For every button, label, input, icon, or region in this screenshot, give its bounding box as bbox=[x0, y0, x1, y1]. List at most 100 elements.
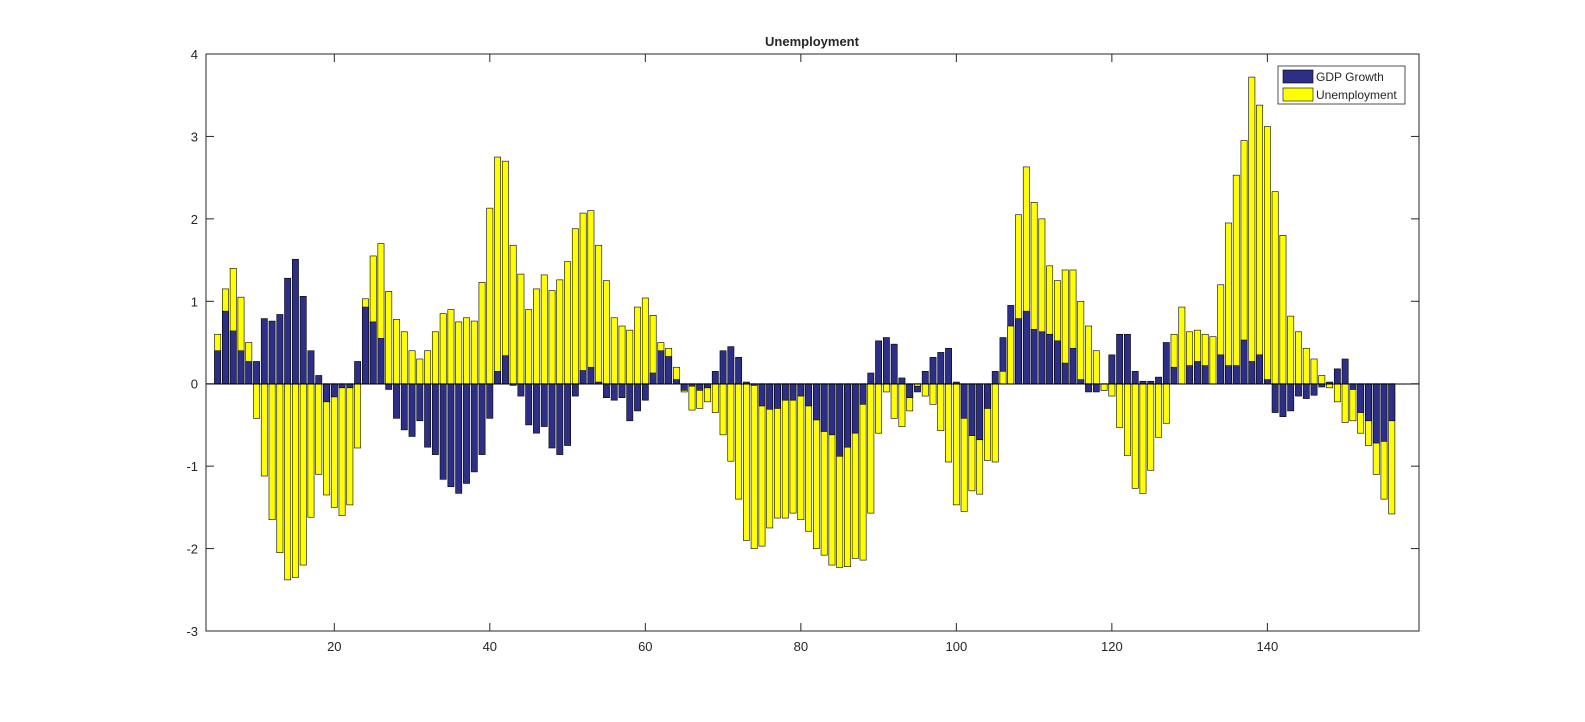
unemployment-bar-31 bbox=[455, 321, 463, 385]
unemployment-bar-36 bbox=[494, 156, 502, 385]
gdp-growth-bar-7 bbox=[268, 320, 276, 385]
gdp-growth-bar-113 bbox=[1092, 383, 1100, 393]
unemployment-bar-86 bbox=[882, 383, 890, 393]
gdp-growth-bar-141 bbox=[1310, 383, 1318, 396]
gdp-growth-bar-53 bbox=[626, 383, 634, 422]
gdp-growth-bar-120 bbox=[1147, 380, 1155, 385]
gdp-growth-bar-19 bbox=[361, 306, 369, 385]
gdp-growth-bar-100 bbox=[991, 371, 999, 385]
gdp-growth-bar-59 bbox=[673, 379, 680, 385]
x-tick-label-120: 120 bbox=[1101, 639, 1123, 654]
unemployment-bar-112 bbox=[1085, 325, 1092, 385]
gdp-growth-bar-46 bbox=[571, 383, 579, 397]
unemployment-bar-85 bbox=[875, 383, 882, 434]
unemployment-bar-67 bbox=[735, 383, 743, 500]
unemployment-bar-30 bbox=[447, 309, 455, 385]
y-tick-label-1: 1 bbox=[191, 294, 198, 309]
gdp-growth-bar-131 bbox=[1232, 365, 1240, 385]
gdp-growth-bar-117 bbox=[1124, 333, 1131, 385]
unemployment-bar-32 bbox=[463, 317, 470, 385]
gdp-growth-bar-48 bbox=[587, 366, 595, 385]
unemployment-bar-46 bbox=[571, 228, 579, 385]
gdp-growth-bar-3 bbox=[237, 350, 245, 385]
unemployment-bar-37 bbox=[501, 160, 509, 385]
unemployment-bar-121 bbox=[1155, 383, 1162, 438]
unemployment-bar-117 bbox=[1124, 383, 1131, 456]
gdp-growth-bar-88 bbox=[898, 377, 906, 385]
unemployment-bar-61 bbox=[688, 383, 696, 411]
unemployment-bar-53 bbox=[626, 329, 634, 385]
unemployment-bar-44 bbox=[556, 279, 564, 385]
gdp-growth-bar-112 bbox=[1085, 383, 1092, 393]
axes-box bbox=[205, 53, 1420, 632]
gdp-growth-bar-13 bbox=[315, 375, 323, 385]
gdp-growth-bar-140 bbox=[1302, 383, 1310, 399]
unemployment-bar-6 bbox=[260, 383, 268, 477]
gdp-growth-bar-121 bbox=[1155, 376, 1162, 385]
unemployment-bar-40 bbox=[525, 309, 533, 385]
unemployment-bar-88 bbox=[898, 383, 906, 427]
unemployment-bar-41 bbox=[533, 288, 540, 385]
unemployment-bar-128 bbox=[1209, 336, 1217, 385]
unemployment-bar-27 bbox=[424, 350, 432, 385]
gdp-growth-bar-36 bbox=[494, 371, 502, 385]
unemployment-bar-141 bbox=[1310, 358, 1318, 385]
gdp-growth-bar-72 bbox=[774, 383, 781, 409]
gdp-growth-bar-118 bbox=[1131, 371, 1139, 385]
unemployment-bar-34 bbox=[478, 282, 486, 385]
gdp-growth-bar-106 bbox=[1038, 331, 1046, 385]
gdp-growth-bar-93 bbox=[937, 352, 945, 385]
gdp-growth-bar-150 bbox=[1380, 383, 1388, 442]
gdp-growth-bar-39 bbox=[517, 383, 525, 397]
gdp-growth-bar-54 bbox=[634, 383, 641, 412]
gdp-growth-bar-66 bbox=[727, 346, 735, 385]
unemployment-bar-136 bbox=[1271, 191, 1279, 385]
unemployment-bar-26 bbox=[416, 358, 424, 385]
chart-title: Unemployment bbox=[765, 34, 860, 49]
gdp-growth-bar-147 bbox=[1357, 383, 1365, 413]
unemployment-bar-92 bbox=[929, 383, 937, 405]
unemployment-bar-74 bbox=[789, 383, 797, 514]
y-tick-label--1: -1 bbox=[186, 459, 198, 474]
gdp-growth-bar-11 bbox=[299, 296, 307, 385]
unemployment-bar-11 bbox=[299, 383, 307, 566]
gdp-growth-bar-77 bbox=[812, 383, 820, 421]
unemployment-bar-42 bbox=[540, 274, 548, 385]
plot-area bbox=[206, 54, 1419, 631]
gdp-growth-bar-135 bbox=[1263, 379, 1271, 385]
gdp-growth-bar-82 bbox=[851, 383, 859, 434]
gdp-growth-bar-108 bbox=[1054, 340, 1061, 385]
unemployment-bar-118 bbox=[1131, 383, 1139, 489]
unemployment-bar-138 bbox=[1287, 315, 1295, 385]
gdp-growth-bar-104 bbox=[1022, 310, 1030, 385]
ticks-layer: 20 40 60 80 100 120 140 -3 -2 -1 0 1 2 3 4 bbox=[186, 47, 1419, 654]
unemployment-bar-48 bbox=[587, 210, 595, 385]
unemployment-bar-139 bbox=[1295, 331, 1302, 385]
gdp-growth-bar-49 bbox=[595, 381, 603, 385]
unemployment-bar-38 bbox=[509, 244, 517, 385]
unemployment-bar-52 bbox=[618, 325, 626, 385]
gdp-growth-bar-44 bbox=[556, 383, 564, 455]
gdp-growth-bar-132 bbox=[1240, 339, 1248, 385]
unemployment-bar-134 bbox=[1256, 104, 1264, 385]
unemployment-bar-17 bbox=[346, 383, 354, 506]
y-tick-label--2: -2 bbox=[186, 542, 198, 557]
unemployment-bar-23 bbox=[393, 319, 400, 385]
gdp-growth-bar-60 bbox=[680, 383, 688, 391]
gdp-growth-bar-70 bbox=[758, 383, 766, 407]
legend-swatch-gdp-growth bbox=[1282, 69, 1314, 84]
gdp-growth-bar-34 bbox=[478, 383, 486, 455]
gdp-growth-bar-45 bbox=[564, 383, 571, 446]
unemployment-bar-39 bbox=[517, 273, 525, 385]
unemployment-bar-122 bbox=[1162, 383, 1170, 424]
gdp-growth-bar-20 bbox=[369, 321, 377, 385]
unemployment-bar-75 bbox=[797, 383, 805, 521]
unemployment-bar-8 bbox=[276, 383, 284, 553]
unemployment-bar-116 bbox=[1116, 383, 1124, 428]
unemployment-bar-13 bbox=[315, 383, 323, 475]
unemployment-bar-12 bbox=[307, 383, 315, 518]
gdp-growth-bar-111 bbox=[1077, 379, 1085, 385]
gdp-growth-bar-145 bbox=[1341, 358, 1349, 385]
unemployment-bar-35 bbox=[486, 207, 494, 385]
